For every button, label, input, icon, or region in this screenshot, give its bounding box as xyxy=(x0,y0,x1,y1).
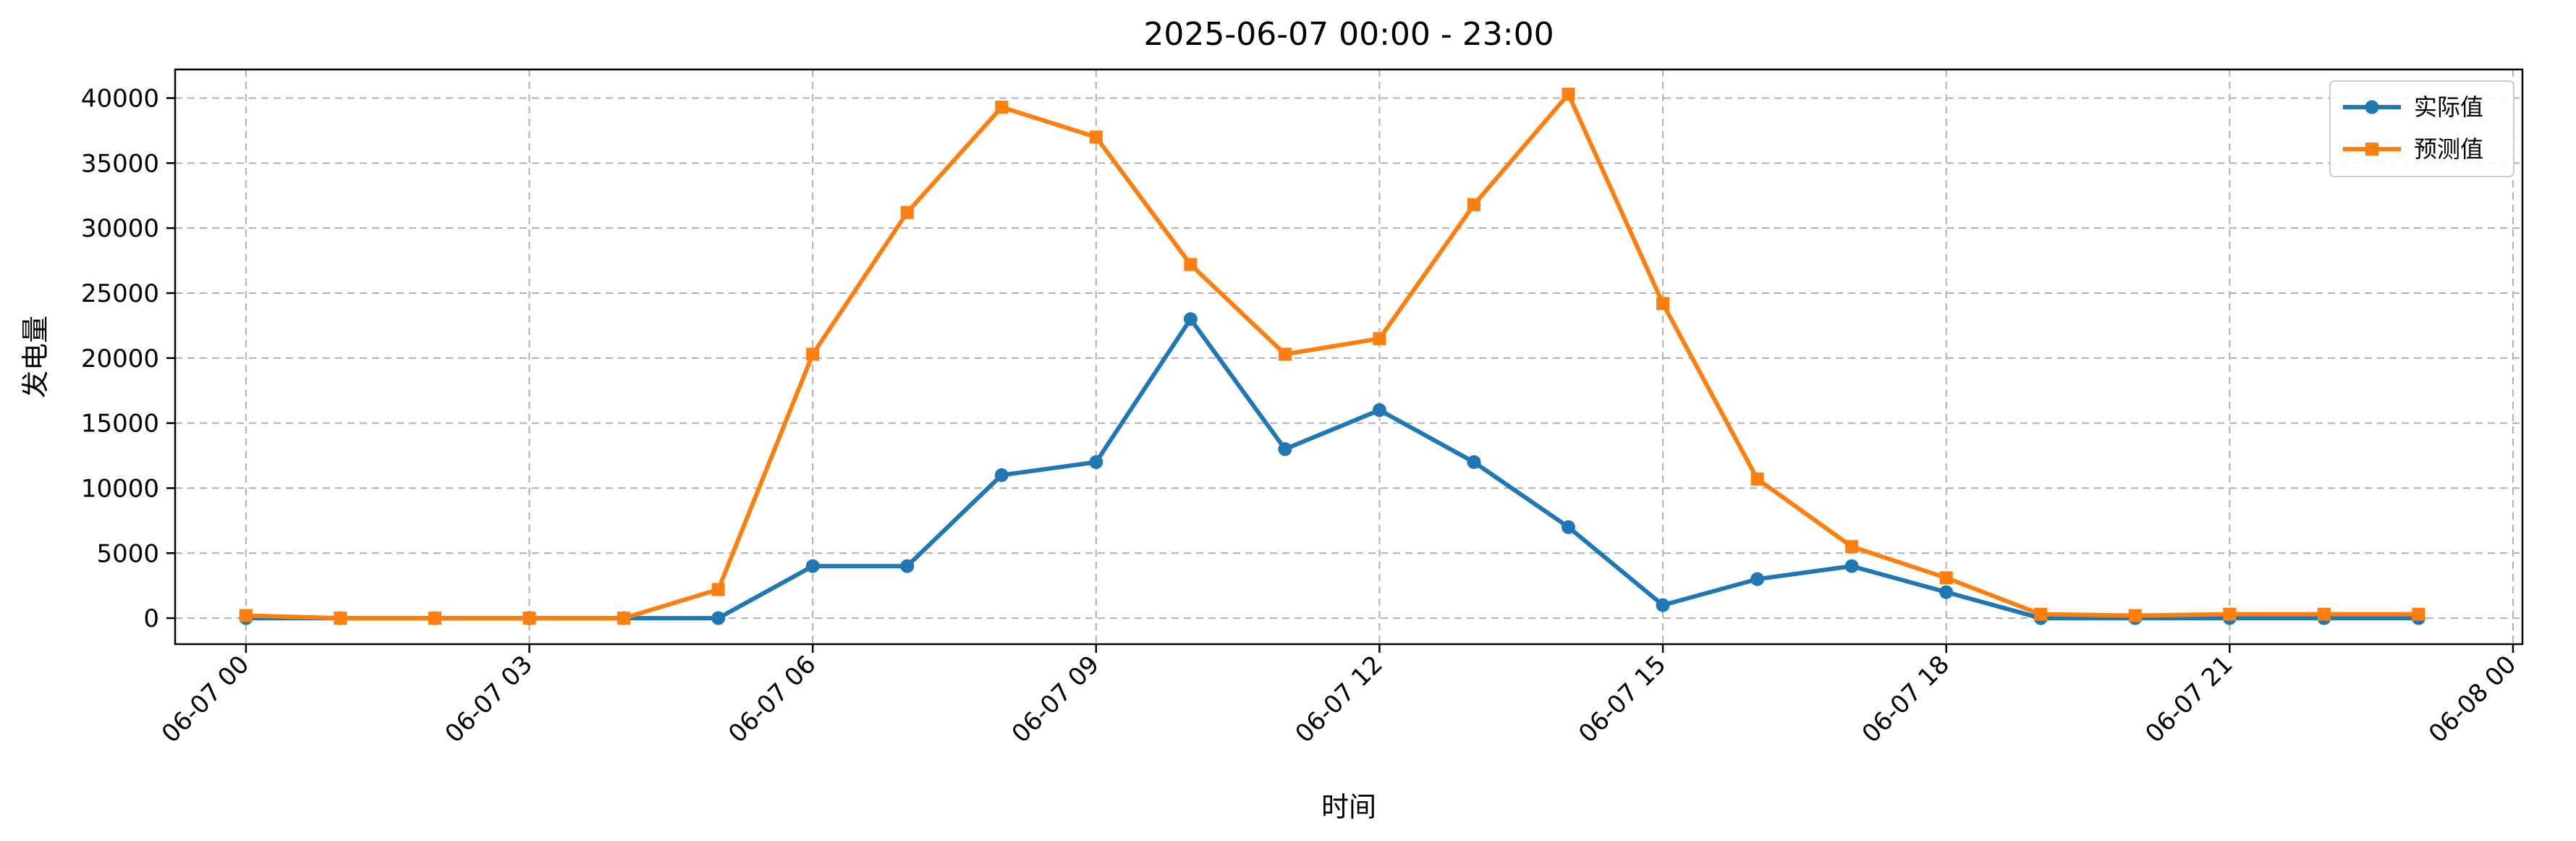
data-point xyxy=(994,468,1009,482)
x-tick-label: 06-07 12 xyxy=(1289,650,1388,748)
x-axis: 06-07 00 06-07 03 06-07 06 06-07 09 06-07 12… xyxy=(156,644,2522,748)
data-point xyxy=(1750,472,1764,486)
data-point xyxy=(900,559,915,573)
data-point xyxy=(1184,258,1198,271)
data-point xyxy=(1467,455,1481,470)
y-tick-label: 15000 xyxy=(81,410,159,439)
y-tick-label: 10000 xyxy=(81,474,159,503)
y-tick-label: 5000 xyxy=(96,539,159,568)
x-tick-label: 06-08 00 xyxy=(2423,650,2522,748)
x-tick-label: 06-07 18 xyxy=(1857,650,1955,748)
legend-marker xyxy=(2365,143,2378,156)
y-axis-label: 发电量 xyxy=(20,316,51,398)
data-point xyxy=(1278,347,1292,361)
x-tick-label: 06-07 06 xyxy=(723,650,821,748)
data-point xyxy=(2223,607,2237,621)
x-axis-label: 时间 xyxy=(1321,791,1376,823)
data-point xyxy=(1845,540,1859,554)
data-point xyxy=(806,347,820,361)
data-point xyxy=(1372,403,1386,418)
data-point xyxy=(2034,607,2048,621)
series-layer xyxy=(239,88,2425,625)
data-point xyxy=(334,612,347,625)
data-point xyxy=(1939,571,1953,585)
x-tick-label: 06-07 09 xyxy=(1007,650,1105,748)
series-line-2 xyxy=(245,92,2419,621)
data-point xyxy=(2128,609,2142,622)
y-tick-label: 20000 xyxy=(81,345,159,373)
data-point xyxy=(1467,198,1480,211)
x-tick-label: 06-07 03 xyxy=(440,650,538,748)
data-point xyxy=(1089,130,1103,144)
data-point xyxy=(1562,520,1576,534)
data-point xyxy=(1373,331,1386,345)
series-line-1 xyxy=(245,316,2419,621)
y-tick-label: 30000 xyxy=(81,214,159,243)
data-point xyxy=(900,206,914,219)
y-tick-label: 40000 xyxy=(81,85,159,114)
plot-frame xyxy=(174,68,2524,646)
x-tick-label: 06-07 15 xyxy=(1573,650,1672,748)
y-tick-label: 25000 xyxy=(81,279,159,308)
data-point xyxy=(805,559,820,573)
data-point xyxy=(711,583,725,596)
legend-marker xyxy=(2365,100,2379,114)
data-point xyxy=(1656,598,1670,612)
data-point xyxy=(2412,607,2425,621)
legend-label: 预测值 xyxy=(2414,135,2483,163)
y-tick-label: 35000 xyxy=(81,149,159,178)
data-point xyxy=(711,611,726,625)
data-point xyxy=(1562,88,1575,101)
data-point xyxy=(2317,607,2331,621)
legend-label: 实际值 xyxy=(2414,93,2483,121)
data-point xyxy=(995,101,1009,114)
data-point xyxy=(239,609,253,622)
y-axis: 0 5000 10000 15000 20000 25000 30000 35000 40000 xyxy=(81,85,175,633)
x-tick-label: 06-07 21 xyxy=(2140,650,2238,748)
data-point xyxy=(522,612,536,625)
data-point xyxy=(617,612,631,625)
data-point xyxy=(1844,559,1859,573)
data-point xyxy=(1656,297,1670,310)
grid xyxy=(175,69,2522,644)
data-point xyxy=(428,612,441,625)
data-point xyxy=(1183,312,1198,326)
chart-title: 2025-06-07 00:00 - 23:00 xyxy=(1143,16,1554,53)
data-point xyxy=(1089,455,1103,470)
data-point xyxy=(1939,585,1954,599)
x-tick-label: 06-07 00 xyxy=(156,650,255,748)
data-point xyxy=(1278,442,1292,457)
data-point xyxy=(1750,572,1765,586)
y-tick-label: 0 xyxy=(143,604,159,633)
